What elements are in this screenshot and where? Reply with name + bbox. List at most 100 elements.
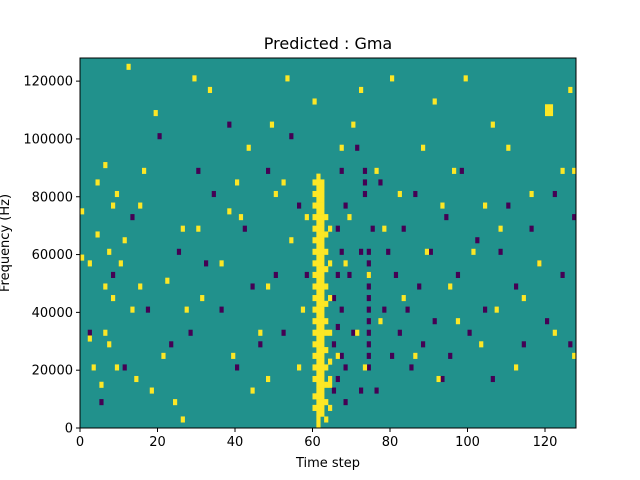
heatmap-cell-low — [366, 341, 371, 348]
heatmap-cell-high — [320, 202, 325, 209]
heatmap-cell-high — [316, 260, 321, 267]
heatmap-cell-low — [366, 295, 371, 302]
heatmap-cell-high — [320, 347, 325, 354]
heatmap-cell-high — [312, 306, 317, 313]
heatmap-cell-low — [521, 341, 526, 348]
x-axis-ticks: 0 20 40 60 80 100 120 — [76, 428, 557, 450]
heatmap-cell-high — [316, 179, 321, 186]
heatmap-cell-low — [378, 179, 383, 186]
heatmap-cell-high — [316, 358, 321, 365]
heatmap-cell-low — [196, 167, 201, 174]
x-tick-label: 40 — [227, 435, 244, 450]
heatmap-cell-high — [312, 329, 317, 336]
heatmap-cell-low — [99, 399, 104, 406]
heatmap-cell-high — [107, 341, 112, 348]
heatmap-cell-high — [316, 283, 321, 290]
heatmap-cell-high — [552, 329, 557, 336]
heatmap-cell-high — [448, 283, 453, 290]
heatmap-cell-high — [320, 410, 325, 417]
heatmap-cell-high — [328, 329, 333, 336]
heatmap-cell-high — [316, 352, 321, 359]
heatmap-cell-high — [153, 110, 158, 117]
heatmap-cell-high — [142, 167, 147, 174]
heatmap-cell-high — [572, 352, 577, 359]
heatmap-cell-low — [211, 190, 216, 198]
heatmap-cell-high — [316, 410, 321, 417]
heatmap-cell-high — [320, 352, 325, 359]
y-tick-label: 20000 — [32, 364, 73, 379]
heatmap-cell-high — [320, 358, 325, 365]
heatmap-cell-high — [494, 306, 499, 313]
heatmap-cell-high — [122, 237, 127, 244]
heatmap-cell-low — [432, 318, 437, 325]
heatmap-cell-high — [312, 364, 317, 371]
heatmap-cell-low — [297, 202, 302, 209]
heatmap-cell-low — [366, 329, 371, 336]
heatmap-cell-high — [320, 364, 325, 371]
heatmap-cell-high — [138, 202, 143, 209]
heatmap-cell-low — [111, 271, 116, 278]
heatmap-cell-high — [138, 283, 143, 290]
heatmap-cell-high — [316, 404, 321, 411]
heatmap-cell-high — [316, 289, 321, 296]
heatmap-cell-low — [339, 167, 344, 174]
heatmap-cell-low — [362, 167, 368, 174]
heatmap-cell-low — [122, 364, 127, 371]
heatmap-cell-high — [328, 381, 333, 388]
heatmap-cell-high — [316, 254, 321, 261]
chart-title: Predicted : Gma — [264, 34, 392, 53]
heatmap-cell-high — [173, 399, 178, 406]
heatmap-cell-high — [316, 237, 321, 244]
heatmap-cell-low — [514, 283, 519, 290]
heatmap-cell-high — [537, 260, 542, 267]
heatmap-cell-low — [204, 260, 209, 267]
heatmap-cell-high — [572, 167, 577, 174]
heatmap-cell-high — [463, 75, 468, 82]
heatmap-cell-low — [331, 341, 337, 348]
heatmap-cell-high — [316, 329, 321, 336]
heatmap-cell-high — [246, 144, 251, 151]
heatmap-cell-low — [359, 387, 364, 394]
y-axis-ticks: 0 20000 40000 60000 80000 100000 120000 — [23, 75, 80, 437]
heatmap-cell-low — [289, 133, 294, 140]
x-tick-label: 60 — [304, 435, 321, 450]
heatmap-cell-high — [316, 416, 321, 423]
heatmap-cell-low — [335, 271, 340, 278]
heatmap-cell-low — [362, 179, 368, 186]
heatmap-cell-low — [421, 341, 426, 348]
heatmap-cell-high — [266, 283, 271, 290]
heatmap-cell-high — [107, 248, 112, 255]
heatmap-cell-high — [320, 381, 325, 388]
heatmap-cell-high — [316, 208, 321, 215]
heatmap-cell-high — [506, 144, 511, 151]
heatmap-cell-high — [184, 306, 189, 313]
heatmap-cell-high — [134, 375, 139, 383]
heatmap-cell-high — [316, 185, 321, 192]
heatmap-cell-low — [157, 133, 162, 140]
heatmap-cell-low — [409, 364, 414, 371]
heatmap-cell-high — [312, 393, 317, 400]
heatmap-cell-high — [95, 231, 100, 238]
heatmap-cell-high — [312, 260, 317, 267]
heatmap-cell-high — [103, 329, 108, 336]
heatmap-cell-high — [320, 231, 325, 238]
heatmap-cell-high — [339, 144, 344, 151]
heatmap-cell-low — [560, 271, 565, 278]
x-axis-label: Time step — [295, 456, 360, 471]
heatmap-cell-low — [386, 248, 391, 255]
heatmap-cell-low — [366, 352, 371, 359]
heatmap-cell-low — [401, 225, 406, 232]
heatmap-cell-high — [560, 167, 565, 174]
heatmap-cell-high — [568, 86, 573, 93]
y-tick-label: 100000 — [23, 132, 73, 147]
heatmap-cell-high — [266, 375, 271, 383]
heatmap-cell-low — [393, 271, 399, 278]
heatmap-cell-low — [428, 248, 433, 255]
heatmap-cell-high — [196, 225, 201, 232]
heatmap-cell-low — [413, 190, 418, 198]
heatmap-cell-low — [331, 387, 337, 394]
heatmap-cell-low — [351, 329, 356, 336]
heatmap-cell-high — [312, 283, 317, 290]
heatmap-cell-high — [548, 104, 554, 111]
heatmap-cell-high — [479, 341, 484, 348]
